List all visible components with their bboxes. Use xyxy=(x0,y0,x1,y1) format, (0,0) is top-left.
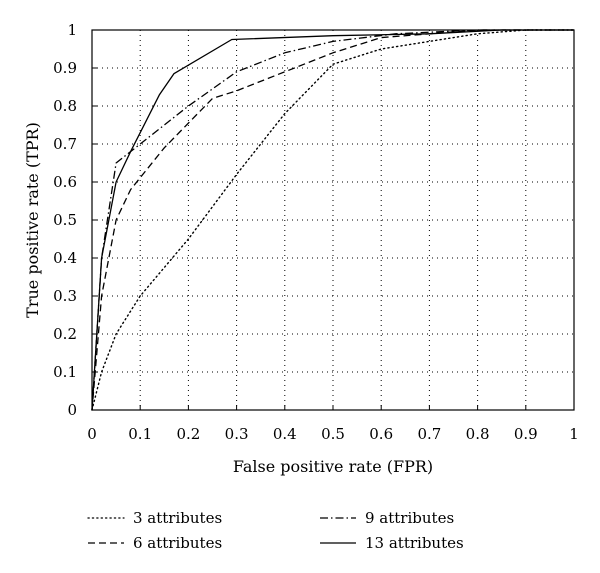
x-tick-label: 0.1 xyxy=(128,425,152,443)
axis-ticks xyxy=(91,29,575,411)
series-lines xyxy=(91,29,575,411)
legend-label: 13 attributes xyxy=(365,534,464,552)
x-tick-label: 0.3 xyxy=(225,425,249,443)
legend-label: 3 attributes xyxy=(133,509,222,527)
plot-area-frame xyxy=(91,29,575,411)
y-tick-label: 0.3 xyxy=(53,287,77,305)
legend-item: 3 attributes xyxy=(87,509,222,527)
y-tick-label: 0.4 xyxy=(53,249,77,267)
y-tick-label: 0.2 xyxy=(53,325,77,343)
x-tick-label: 0.5 xyxy=(321,425,345,443)
series-line-13-attributes xyxy=(91,29,574,411)
legend-label: 6 attributes xyxy=(133,534,222,552)
y-tick-label: 0.1 xyxy=(53,363,77,381)
y-tick-label: 1 xyxy=(67,21,77,39)
grid-lines xyxy=(92,29,574,410)
y-tick-label: 0.7 xyxy=(53,135,77,153)
x-tick-label: 0.8 xyxy=(466,425,490,443)
legend-item: 9 attributes xyxy=(320,509,454,527)
x-axis-title: False positive rate (FPR) xyxy=(233,457,433,476)
y-axis-title: True positive rate (TPR) xyxy=(23,122,42,318)
x-tick-label: 0.9 xyxy=(514,425,538,443)
y-tick-label: 0.8 xyxy=(53,97,77,115)
y-tick-label: 0 xyxy=(67,401,77,419)
legend: 3 attributes 6 attributes 9 attributes 13 a… xyxy=(87,509,464,552)
x-tick-label: 0.7 xyxy=(417,425,441,443)
series-line-9-attributes xyxy=(91,29,574,411)
y-tick-label: 0.9 xyxy=(53,59,77,77)
legend-item: 6 attributes xyxy=(88,534,222,552)
x-tick-label: 0.4 xyxy=(273,425,297,443)
x-tick-label: 0.2 xyxy=(176,425,200,443)
x-tick-label: 0.6 xyxy=(369,425,393,443)
y-tick-label: 0.5 xyxy=(53,211,77,229)
y-tick-label: 0.6 xyxy=(53,173,77,191)
tick-labels: 0 0.1 0.2 0.3 0.4 0.5 0.6 0.7 0.8 0.9 1 0 0.1 0.2 0.3 0… xyxy=(53,21,579,443)
legend-item: 13 attributes xyxy=(320,534,464,552)
x-tick-label: 1 xyxy=(569,425,579,443)
x-tick-label: 0 xyxy=(87,425,97,443)
legend-label: 9 attributes xyxy=(365,509,454,527)
series-line-3-attributes xyxy=(91,29,575,411)
